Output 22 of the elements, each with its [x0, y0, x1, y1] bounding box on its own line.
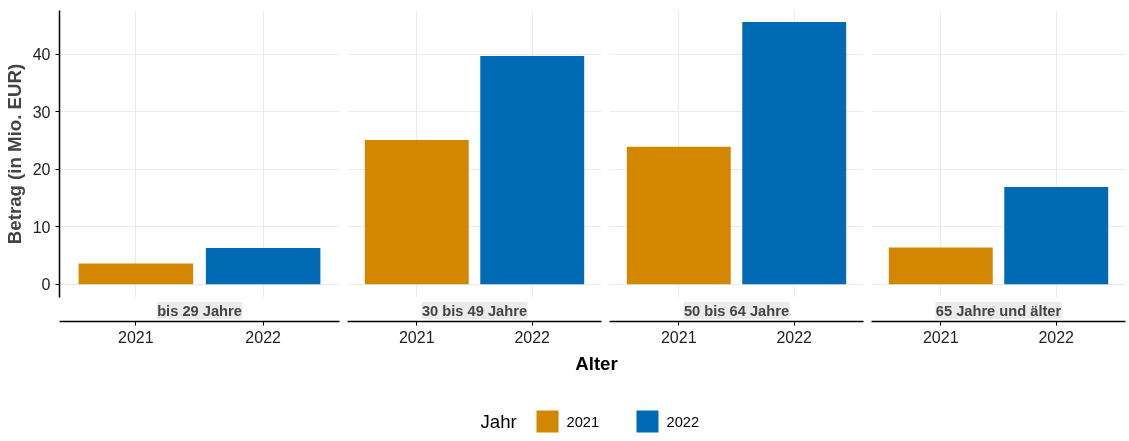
x-tick-label: 2022: [776, 328, 813, 346]
x-tick-label: 2022: [1038, 328, 1075, 346]
y-tick-label: 0: [41, 276, 51, 294]
y-tick-label: 30: [32, 103, 51, 121]
y-tick-label: 20: [32, 161, 51, 179]
text: 65 Jahre und älter: [935, 302, 1062, 319]
text: 50 bis 64 Jahre: [683, 302, 790, 319]
legend-label: 2022: [666, 413, 700, 430]
y-tick-label: 10: [32, 218, 51, 236]
x-tick-label: 2022: [514, 328, 551, 346]
y-tick-label: 40: [32, 46, 51, 64]
text: 30 bis 49 Jahre: [421, 302, 528, 319]
x-tick-label: 2022: [245, 328, 282, 346]
text: bis 29 Jahre: [157, 302, 242, 319]
x-axis-title: Alter: [575, 353, 618, 374]
legend-label: 2021: [566, 413, 600, 430]
x-tick-label: 2021: [118, 328, 154, 346]
legend-title: Jahr: [480, 411, 517, 432]
x-tick-label: 2021: [398, 328, 435, 346]
x-tick-label: 2021: [922, 328, 959, 346]
x-tick-label: 2021: [660, 328, 697, 346]
y-axis-title: Betrag (in Mio. EUR): [3, 63, 25, 245]
